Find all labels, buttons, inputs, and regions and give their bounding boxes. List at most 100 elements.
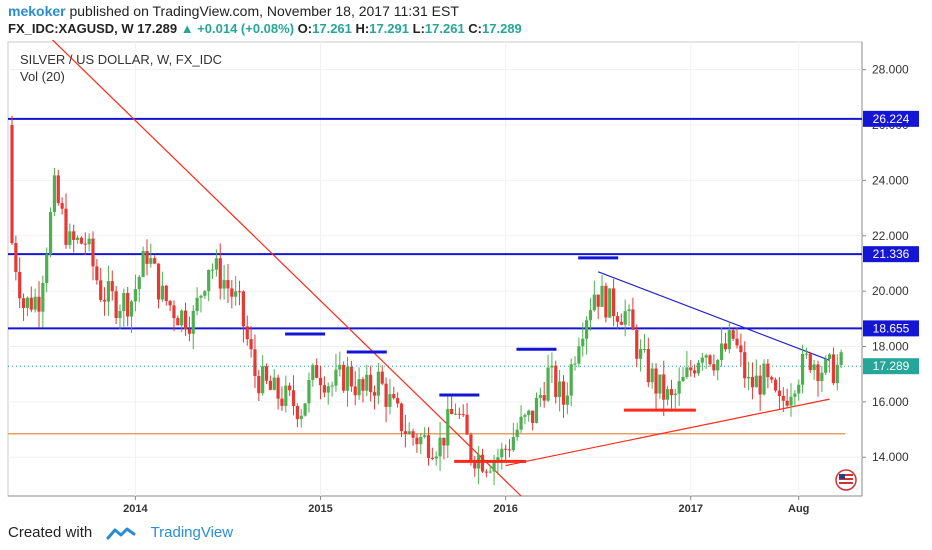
candle-up <box>365 374 369 391</box>
candle-up <box>762 363 766 395</box>
candle-down <box>218 258 222 289</box>
candle-down <box>99 280 103 300</box>
candle-down <box>64 208 68 245</box>
candle-down <box>480 454 485 472</box>
candle-up <box>666 389 670 400</box>
candle-down <box>95 266 99 281</box>
candle-up <box>511 437 515 451</box>
candle-up <box>407 431 411 434</box>
candle-down <box>615 316 620 322</box>
candle-up <box>558 381 562 398</box>
brand-link[interactable]: TradingView <box>150 524 234 541</box>
candle-up <box>585 320 589 339</box>
candle-down <box>766 363 770 378</box>
candle-down <box>126 292 130 317</box>
candle-down <box>662 374 666 400</box>
candle-down <box>392 394 396 399</box>
candle-down <box>411 431 415 438</box>
publish-line: mekoker published on TradingView.com, No… <box>8 2 928 20</box>
candle-down <box>403 431 407 434</box>
candle-down <box>781 395 785 401</box>
price-chart[interactable]: 14.00016.00018.00020.00022.00024.00026.0… <box>0 40 932 518</box>
author-link[interactable]: mekoker <box>8 3 66 19</box>
candle-up <box>523 415 527 417</box>
candle-down <box>241 291 245 327</box>
candle-down <box>561 381 566 405</box>
open-value: 17.261 <box>312 21 352 36</box>
candle-down <box>731 330 735 339</box>
candle-down <box>91 238 95 267</box>
change-value: +0.014 (+0.08%) <box>197 21 295 36</box>
level-markers <box>285 256 696 463</box>
candle-down <box>245 326 249 340</box>
candle-down <box>369 374 373 393</box>
candle-down <box>18 271 22 299</box>
candle-down <box>249 339 253 350</box>
candle-up <box>534 397 539 423</box>
candle-up <box>141 250 145 277</box>
candle-down <box>450 408 454 415</box>
y-tick-label: 22.000 <box>872 229 909 243</box>
candle-down <box>361 379 365 391</box>
candle-up <box>835 364 839 384</box>
candle-down <box>708 355 712 365</box>
price-tag <box>863 320 919 337</box>
footer: Created with TradingView <box>8 520 408 546</box>
candle-up <box>685 367 689 377</box>
candle-down <box>531 410 535 423</box>
x-tick-label: 2015 <box>308 503 332 515</box>
last-price-label: 17.289 <box>873 359 910 373</box>
candle-up <box>160 285 165 300</box>
candle-up <box>839 352 843 365</box>
candle-down <box>654 368 658 394</box>
last-price-tag <box>863 358 919 375</box>
price-tag <box>863 110 919 127</box>
candle-down <box>114 291 118 319</box>
candle-down <box>669 389 674 396</box>
candle-down <box>342 364 346 391</box>
price-tags: 26.224 21.336 18.655 17.289 <box>863 110 919 375</box>
plot-area[interactable] <box>7 41 863 497</box>
y-tick-label: 28.000 <box>872 63 909 77</box>
candle-up <box>52 175 57 213</box>
candle-up <box>419 436 423 445</box>
candle-up <box>577 346 581 364</box>
candle-down <box>226 280 230 289</box>
candle-up <box>824 359 828 373</box>
candle-up <box>515 429 519 438</box>
candle-up <box>716 360 720 371</box>
candle-up <box>133 289 138 302</box>
candle-up <box>754 375 758 388</box>
candle-up <box>608 288 612 318</box>
candle-down <box>442 437 446 446</box>
price-tag-label: 18.655 <box>873 321 910 335</box>
candle-down <box>808 353 812 371</box>
candle-up <box>746 376 751 379</box>
candle-up <box>623 311 627 325</box>
y-tick-label: 20.000 <box>872 284 909 298</box>
candle-up <box>207 269 211 292</box>
flag-icon[interactable] <box>835 469 857 491</box>
candle-up <box>565 395 569 405</box>
candle-down <box>21 298 26 308</box>
trendline <box>505 398 830 467</box>
candle-up <box>48 212 53 255</box>
candle-up <box>106 281 111 302</box>
candle-down <box>399 403 404 432</box>
candle-up <box>311 365 315 381</box>
candle-down <box>230 288 234 297</box>
candle-down <box>426 435 431 458</box>
candle-down <box>145 250 149 264</box>
candle-down <box>295 406 299 420</box>
candle-down <box>631 309 635 330</box>
candle-up <box>149 258 153 264</box>
candle-down <box>785 400 789 406</box>
price-value: 17.289 <box>137 21 178 36</box>
candle-up <box>357 379 361 396</box>
indicator-label: Vol (20) <box>20 69 65 84</box>
candle-up <box>681 376 685 382</box>
candle-down <box>253 349 257 377</box>
open-label: O: <box>297 21 313 36</box>
chart-title: SILVER / US DOLLAR, W, FX_IDC <box>20 52 222 67</box>
candle-down <box>257 376 261 394</box>
